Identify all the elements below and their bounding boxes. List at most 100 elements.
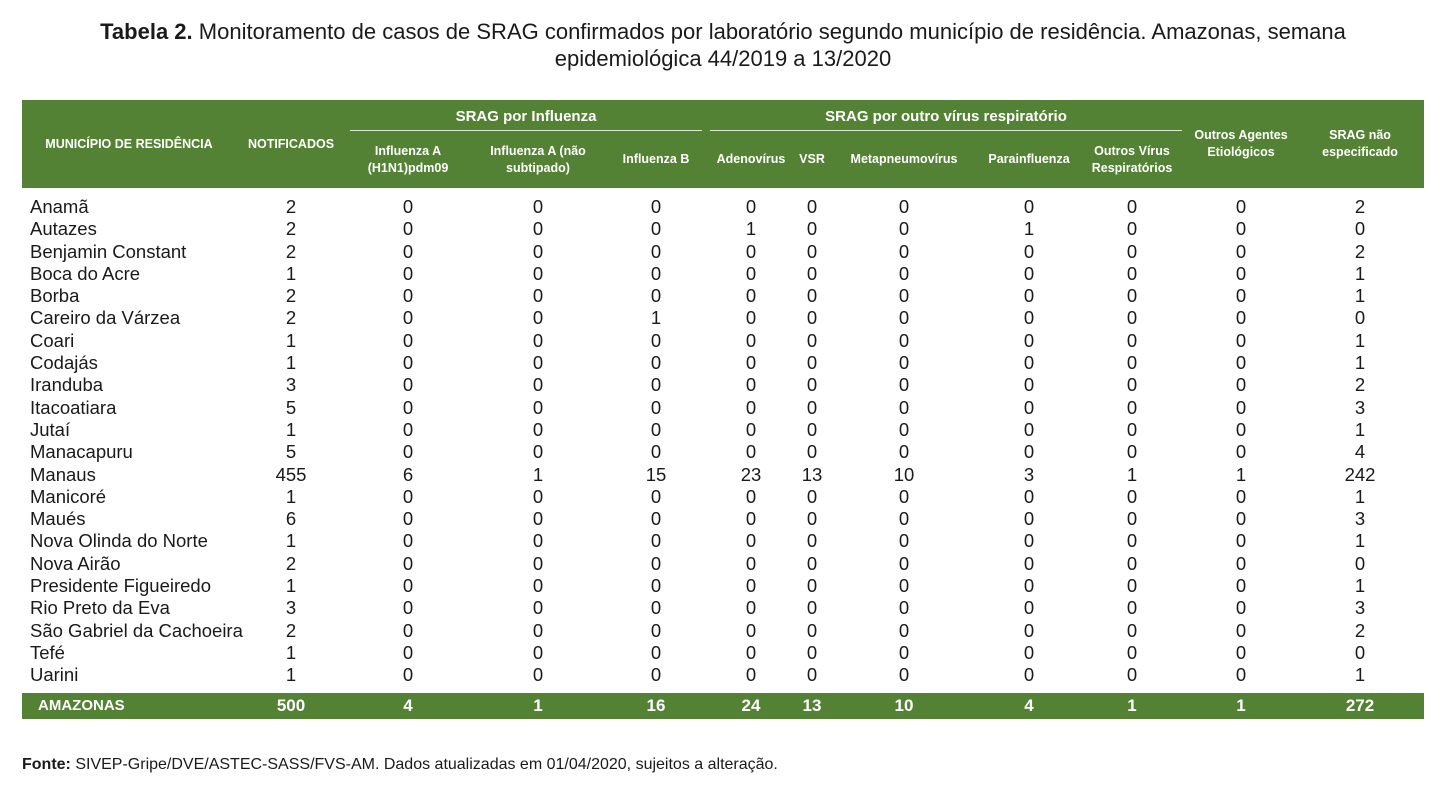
table-row: Nova Olinda do Norte 1 0 0 0 0 0 0 0 0 0 1 [22,530,1424,552]
value-cell: 0 [1354,641,1366,663]
value-cell: 0 [898,418,910,440]
value-cell: 2 [1354,240,1366,262]
value-cell: 0 [402,441,414,463]
group-outros-virus: SRAG por outro vírus respiratório [706,100,1187,131]
value-cell: 13 [801,463,823,485]
value-cell: 1 [285,664,297,686]
col-metapneumovirus: Metapneumovírus [828,131,981,188]
value-cell: 0 [1023,285,1035,307]
total-value-cell: 4 [346,692,470,719]
value-cell: 0 [1235,329,1247,351]
total-value-cell: 272 [1296,692,1425,719]
value-cell: 0 [402,196,414,217]
value-cell: 1 [285,418,297,440]
group-outros-virus-label: SRAG por outro vírus respiratório [710,108,1183,131]
col-influenza-b: Influenza B [606,131,707,188]
total-value-cell: 16 [606,692,707,719]
value-cell: 0 [1235,196,1247,217]
municipio-cell: Anamã [30,196,89,217]
value-cell: 0 [898,619,910,641]
value-cell: 1 [1354,664,1366,686]
value-cell: 0 [1023,262,1035,284]
value-cell: 1 [1354,485,1366,507]
municipio-cell: Tefé [30,641,65,663]
value-cell: 0 [1235,262,1247,284]
municipio-cell: Manacapuru [30,441,133,463]
value-cell: 0 [745,664,757,686]
value-cell: 0 [898,218,910,240]
value-cell: 0 [1235,575,1247,597]
value-cell: 1 [1354,352,1366,374]
value-cell: 0 [745,441,757,463]
table-title: Tabela 2. Monitoramento de casos de SRAG… [40,18,1406,72]
value-cell: 0 [898,352,910,374]
value-cell: 0 [1023,396,1035,418]
source-note: Fonte: SIVEP-Gripe/DVE/ASTEC-SASS/FVS-AM… [22,756,778,774]
value-cell: 0 [1126,664,1138,686]
table-row: Tefé 1 0 0 0 0 0 0 0 0 0 0 [22,642,1424,664]
value-cell: 0 [1354,307,1366,329]
value-cell: 2 [285,196,297,217]
total-value-cell: 500 [236,692,346,719]
value-cell: 0 [1023,530,1035,552]
value-cell: 0 [650,485,662,507]
value-cell: 0 [402,396,414,418]
value-cell: 0 [532,374,544,396]
value-cell: 0 [1235,485,1247,507]
value-cell: 0 [650,218,662,240]
table-row: Autazes 2 0 0 0 1 0 0 1 0 0 0 [22,218,1424,240]
value-cell: 0 [806,441,818,463]
value-cell: 0 [650,441,662,463]
value-cell: 0 [532,508,544,530]
col-outros-agentes: Outros Agentes Etiológicos [1186,100,1297,188]
value-cell: 0 [1235,641,1247,663]
table-row: Anamã 2 0 0 0 0 0 0 0 0 0 2 [22,188,1424,218]
table-row: São Gabriel da Cachoeira 2 0 0 0 0 0 0 0 0 0 2 [22,620,1424,642]
value-cell: 0 [1126,552,1138,574]
value-cell: 0 [806,508,818,530]
value-cell: 0 [898,508,910,530]
value-cell: 0 [650,285,662,307]
value-cell: 0 [1126,285,1138,307]
col-adenovirus: Adenovírus [706,131,797,188]
col-parainfluenza: Parainfluenza [980,131,1079,188]
value-cell: 0 [898,240,910,262]
value-cell: 0 [532,485,544,507]
table-row: Manaus 455 6 1 15 23 13 10 3 1 1 242 [22,464,1424,486]
value-cell: 0 [1126,641,1138,663]
value-cell: 0 [1235,307,1247,329]
value-cell: 1 [532,463,544,485]
municipio-cell: São Gabriel da Cachoeira [30,619,243,641]
table-row: Presidente Figueiredo 1 0 0 0 0 0 0 0 0 0 1 [22,575,1424,597]
value-cell: 3 [285,597,297,619]
municipio-cell: Presidente Figueiredo [30,575,211,597]
value-cell: 0 [745,374,757,396]
value-cell: 0 [898,441,910,463]
value-cell: 0 [402,218,414,240]
table-row: Itacoatiara 5 0 0 0 0 0 0 0 0 0 3 [22,397,1424,419]
value-cell: 2 [285,552,297,574]
value-cell: 0 [532,441,544,463]
value-cell: 0 [1023,485,1035,507]
total-value-cell: 4 [980,692,1079,719]
value-cell: 2 [1354,619,1366,641]
municipio-cell: Uarini [30,664,79,686]
value-cell: 0 [1235,552,1247,574]
value-cell: 2 [285,307,297,329]
table-row: Coari 1 0 0 0 0 0 0 0 0 0 1 [22,330,1424,352]
value-cell: 0 [532,196,544,217]
value-cell: 0 [806,285,818,307]
value-cell: 0 [898,374,910,396]
value-cell: 1 [1354,329,1366,351]
value-cell: 0 [650,575,662,597]
value-cell: 0 [1023,552,1035,574]
value-cell: 0 [1235,352,1247,374]
value-cell: 0 [1126,196,1138,217]
value-cell: 0 [806,575,818,597]
value-cell: 0 [532,641,544,663]
value-cell: 3 [1023,463,1035,485]
value-cell: 0 [650,352,662,374]
value-cell: 0 [650,329,662,351]
value-cell: 0 [806,619,818,641]
value-cell: 0 [532,329,544,351]
